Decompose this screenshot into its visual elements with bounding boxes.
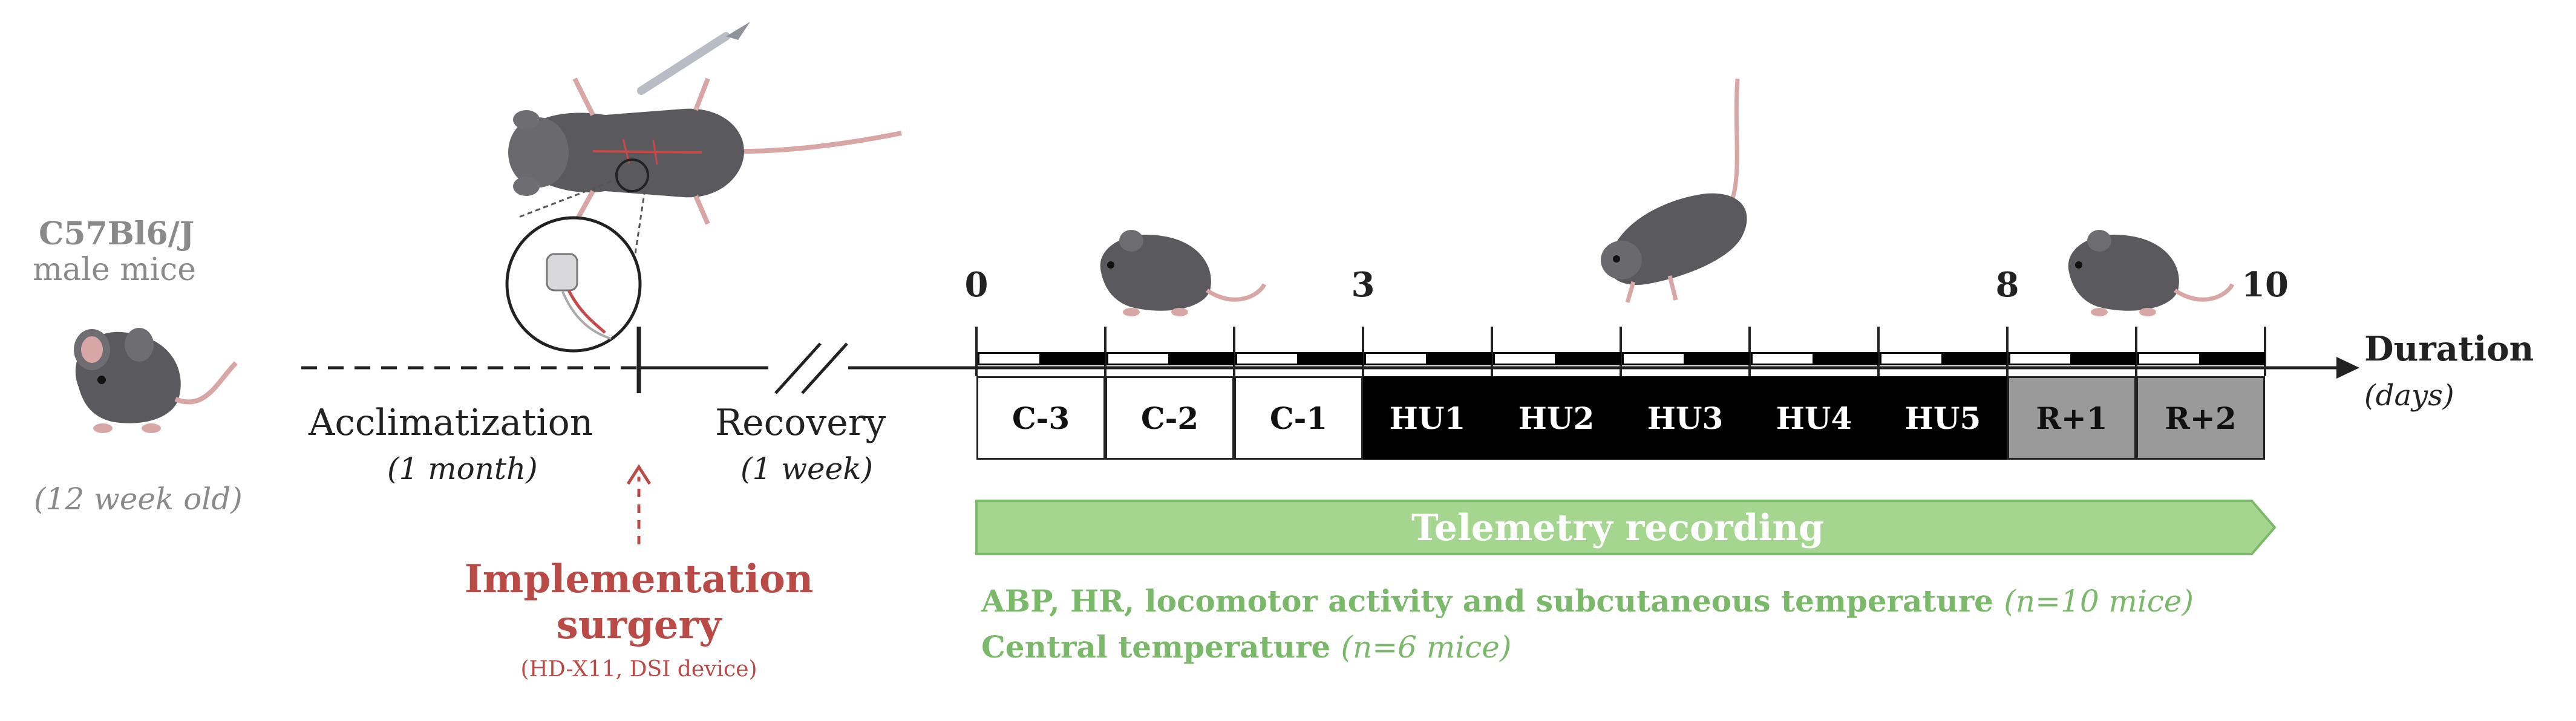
tick-label-day-0: 0 (964, 265, 989, 305)
telemetry-line2-n: (n=6 mice) (1341, 630, 1512, 665)
mouse-strain: C57Bl6/J (39, 215, 195, 252)
telemetry-line2: Central temperature (n=6 mice) (981, 629, 1511, 665)
telemetry-line1: ABP, HR, locomotor activity and subcutan… (981, 583, 2194, 619)
dark-phase (1814, 352, 1878, 365)
scalpel-icon (637, 22, 750, 95)
tick-label-day-3: 3 (1351, 265, 1375, 305)
dark-phase (2071, 352, 2136, 365)
recovery-duration: (1 week) (740, 451, 873, 486)
day-cell-hu4: HU4 (1750, 376, 1878, 460)
light-phase (1493, 352, 1557, 365)
day-cell-hu3: HU3 (1621, 376, 1750, 460)
day-cell-cminus1: C-1 (1234, 376, 1363, 460)
light-phase (2009, 352, 2072, 365)
telemetry-line1-text: ABP, HR, locomotor activity and subcutan… (981, 583, 1993, 619)
acclimatization-duration: (1 month) (387, 451, 538, 486)
tick-label-day-8: 8 (1995, 265, 2019, 305)
day-cell-cminus2: C-2 (1105, 376, 1234, 460)
day-cell-hu5: HU5 (1878, 376, 2007, 460)
recovery-mouse-icon (2068, 230, 2235, 316)
light-phase (978, 352, 1041, 365)
telemetry-line2-text: Central temperature (981, 629, 1331, 665)
day-cell-hu2: HU2 (1492, 376, 1621, 460)
surgery-title-line1: Implementation (464, 556, 814, 602)
dark-phase (1943, 352, 2007, 365)
surgery-device: (HD-X11, DSI device) (520, 657, 757, 682)
surgery-arrow-head (626, 464, 652, 485)
dark-phase (1556, 352, 1621, 365)
light-phase (2137, 352, 2201, 365)
dark-phase (1427, 352, 1492, 365)
dark-phase (2200, 352, 2265, 365)
light-phase (1235, 352, 1299, 365)
light-phase (1880, 352, 1943, 365)
dark-phase (1685, 352, 1750, 365)
day-cell-rplus1: R+1 (2007, 376, 2136, 460)
day-cell-cminus3: C-3 (976, 376, 1105, 460)
surgery-title-line2: surgery (556, 602, 722, 648)
light-phase (1107, 352, 1170, 365)
axis-break-mark-1 (774, 342, 822, 394)
timeline-arrowhead (2336, 357, 2359, 379)
control-mouse-icon (1100, 230, 1267, 316)
telemetry-line1-n: (n=10 mice) (2004, 584, 2194, 619)
mouse-sex: male mice (33, 252, 197, 288)
mouse-icon (74, 328, 238, 433)
implant-zoom-icon (505, 158, 649, 353)
telemetry-banner-arrow (975, 500, 2277, 555)
dark-phase (1041, 352, 1105, 365)
axis-break-mark-2 (801, 342, 848, 394)
day-separators (975, 327, 2266, 376)
dark-phase (1298, 352, 1363, 365)
light-phase (1622, 352, 1685, 365)
day-cell-hu1: HU1 (1363, 376, 1492, 460)
light-phase (1364, 352, 1428, 365)
light-phase (1751, 352, 1814, 365)
recovery-label: Recovery (715, 402, 886, 444)
axis-unit: (days) (2364, 379, 2454, 413)
dark-phase (1169, 352, 1234, 365)
day-cell-rplus2: R+2 (2136, 376, 2265, 460)
mouse-age: (12 week old) (34, 481, 243, 517)
telemetry-banner-label: Telemetry recording (1411, 507, 1824, 549)
surgery-mouse-icon (508, 77, 902, 225)
hindlimb-unloaded-mouse-icon (1601, 78, 1747, 303)
acclimatization-label: Acclimatization (309, 402, 593, 444)
axis-label: Duration (2364, 329, 2534, 369)
tick-label-day-10: 10 (2241, 265, 2289, 305)
